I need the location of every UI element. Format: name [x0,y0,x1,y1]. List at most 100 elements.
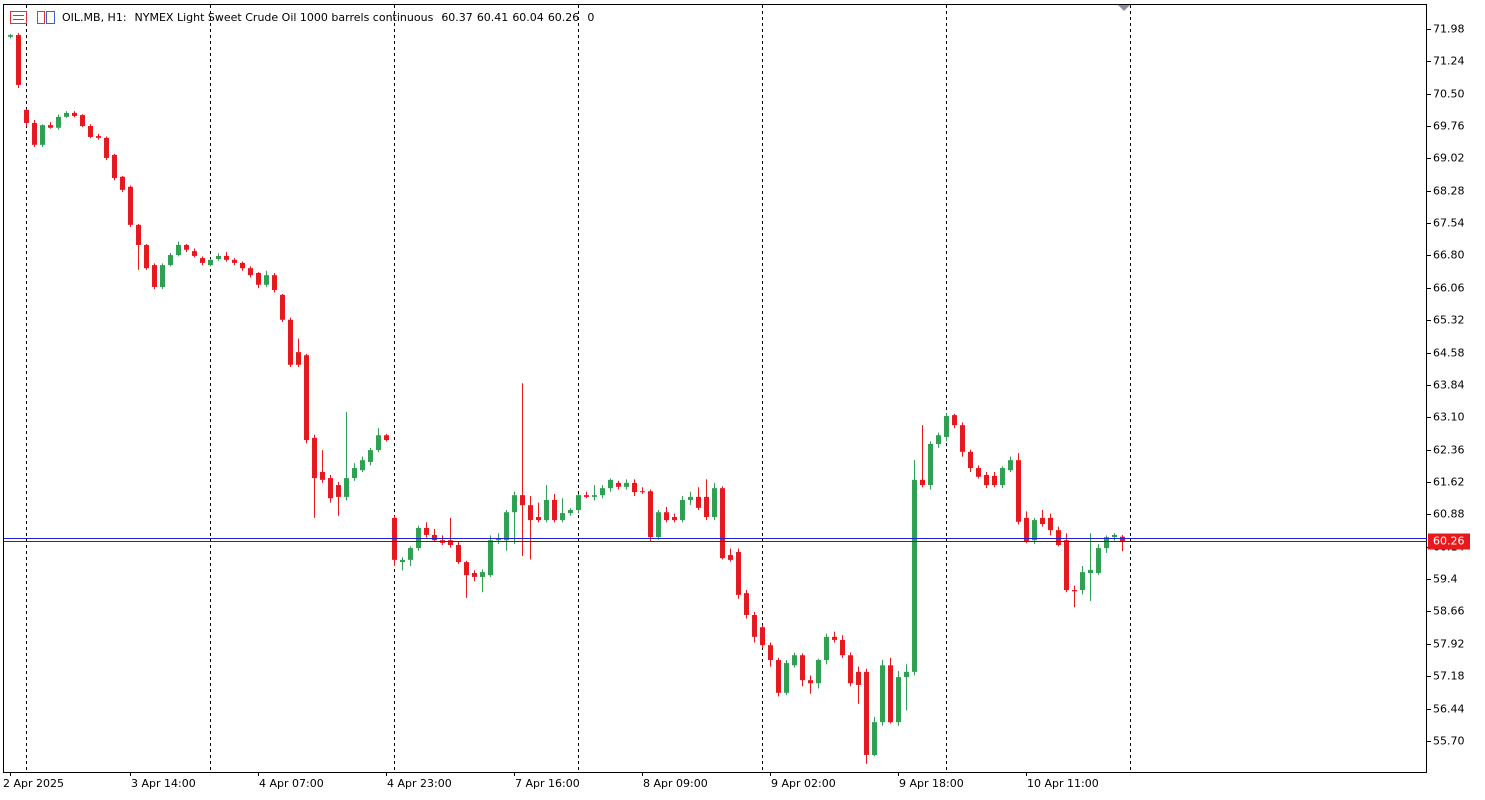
candle-body [496,538,501,541]
candle-body [528,505,533,521]
candle-body [1104,537,1109,549]
candle-body [736,552,741,595]
candle-body [1008,460,1013,471]
candle-body [1088,569,1093,574]
candle-body [432,534,437,541]
candle-body [976,468,981,477]
candle-body [40,125,45,145]
candle-body [256,272,261,285]
candle-body [832,636,837,640]
candle-body [312,437,317,479]
y-tick-label: 66.06 [1433,282,1465,295]
candle-body [824,636,829,661]
candle-body [520,495,525,506]
x-tick-label: 10 Apr 11:00 [1027,777,1099,790]
y-tick-label: 64.58 [1433,347,1465,360]
candle-body [1032,520,1037,541]
y-tick-label: 67.54 [1433,217,1465,230]
candle-body [192,251,197,256]
candle-body [936,435,941,444]
candle-body [152,265,157,287]
candle-body [224,255,229,260]
candle-body [480,572,485,577]
candle-body [464,562,469,576]
candle-body [304,355,309,441]
candle-body [848,655,853,684]
candle-body [1000,468,1005,486]
candle-body [296,352,301,365]
candle-body [1024,517,1029,542]
y-tick-label: 71.24 [1433,55,1465,68]
candle-body [624,482,629,487]
last-low: 60.04 [512,11,544,24]
y-tick-label: 66.80 [1433,249,1465,262]
candle-body [288,319,293,365]
candle-body [792,655,797,666]
y-tick-label: 62.36 [1433,444,1465,457]
y-tick-label: 69.76 [1433,120,1465,133]
candle-body [16,35,21,85]
candle-body [1072,590,1077,592]
y-tick-label: 70.50 [1433,88,1465,101]
candle-body [536,517,541,521]
candle-body [952,415,957,426]
price-label: 60.26 [1433,535,1465,548]
candle-body [160,265,165,287]
candle-body [96,136,101,138]
icon [10,11,27,24]
x-tick-label: 3 Apr 14:00 [131,777,196,790]
candle-body [688,496,693,500]
icon [37,11,45,24]
y-tick-label: 59.4 [1433,573,1458,586]
x-tick-label: 4 Apr 07:00 [259,777,324,790]
candle-body [232,259,237,263]
candle-body [368,450,373,462]
candle-body [376,435,381,451]
candle-body [720,488,725,559]
candle-body [888,665,893,723]
candle-body [600,488,605,496]
candle-body [880,665,885,723]
candle-body [88,126,93,137]
candle-body [640,491,645,493]
candle-body [168,255,173,266]
candle-body [352,468,357,479]
volume: 0 [587,11,594,24]
candle-body [576,495,581,511]
price-label-box [1428,533,1470,550]
candle-body [616,482,621,487]
candle-body [24,109,29,123]
candle-body [128,186,133,225]
candle-body [248,268,253,276]
candle-body [1016,460,1021,522]
y-tick-label: 56.44 [1433,703,1465,716]
candle-body [144,244,149,269]
candle-body [592,495,597,497]
candle-body [776,660,781,693]
y-tick-label: 58.66 [1433,605,1465,618]
candle-body [816,660,821,684]
candle-body [912,479,917,672]
candle-body [992,475,997,486]
candle-body [608,479,613,489]
candle-body [272,275,277,291]
y-tick-label: 71.98 [1433,23,1465,36]
x-tick-label: 8 Apr 09:00 [643,777,708,790]
candle-body [752,614,757,637]
candle-body [672,517,677,521]
candle-body [744,593,749,615]
candle-body [656,512,661,538]
candle-body [648,491,653,538]
candle-body [1112,534,1117,538]
candle-body [320,471,325,480]
candle-body [696,496,701,508]
y-tick-label: 63.84 [1433,379,1465,392]
candle-body [808,680,813,684]
x-tick-label: 4 Apr 23:00 [387,777,452,790]
candle-body [456,545,461,563]
candle-body [448,540,453,546]
candle-body [1040,517,1045,525]
y-tick-label: 57.92 [1433,638,1465,651]
